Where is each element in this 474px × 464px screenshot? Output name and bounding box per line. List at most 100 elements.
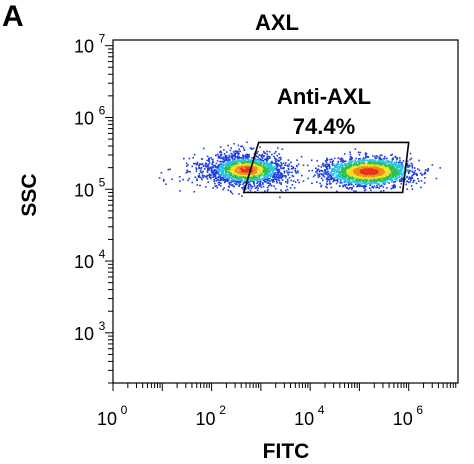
density-dot [343,168,346,170]
density-dot [361,165,363,167]
density-dot [349,160,352,163]
density-dot [268,156,271,158]
density-dot [410,162,413,165]
density-dot [358,174,360,177]
density-dot [249,159,252,162]
density-dot [283,175,286,177]
density-dot [240,180,242,183]
density-dot [217,157,220,159]
density-dot [237,153,239,155]
density-dot [347,169,349,172]
density-dot [353,168,355,170]
density-dot [351,163,353,166]
density-dot [386,170,389,173]
density-dot [397,166,399,168]
density-dot [337,180,339,183]
density-dot [406,176,408,179]
density-dot [393,170,395,173]
density-dot [247,186,250,188]
density-dot [220,178,222,181]
density-dot [358,179,361,181]
density-dot [382,181,384,184]
density-dot [237,155,240,158]
density-dot [230,176,232,179]
density-dot [202,176,204,179]
density-dot [362,171,365,174]
density-dot [250,160,252,163]
density-dot [233,155,235,157]
density-dot [263,162,266,164]
density-dot [326,168,329,171]
density-dot [226,161,229,164]
density-dot [354,183,357,185]
density-dot [220,169,223,171]
density-dot [353,180,356,182]
density-dot [286,178,289,181]
density-dot [378,187,380,189]
density-dot [220,160,222,163]
density-dot [369,187,371,189]
density-dot [230,152,233,155]
density-dot [243,186,245,189]
density-dot [345,183,347,186]
density-dot [252,175,255,177]
density-dot [198,165,201,167]
density-dot [241,178,243,181]
density-dot [275,165,278,167]
density-dot [286,164,289,167]
density-dot [218,174,220,176]
density-dot [379,177,382,180]
density-dot [256,185,259,187]
density-dot [281,179,284,181]
density-dot [266,166,269,168]
density-dot [204,164,207,166]
density-dot [414,170,416,172]
density-dot [219,146,222,148]
density-dot [267,168,269,170]
density-dot [382,182,385,185]
density-dot [271,170,274,172]
density-dot [252,147,255,150]
density-dot [270,172,273,175]
density-dot [255,163,258,166]
density-dot [235,164,238,167]
density-dot [251,176,254,178]
density-dot [371,186,373,189]
density-dot [249,165,251,168]
density-dot [279,165,281,167]
density-dot [253,159,256,161]
density-dot [214,173,216,175]
density-dot [255,174,257,176]
density-dot [326,173,328,176]
density-dot [239,178,241,181]
density-dot [266,172,268,174]
density-dot [377,169,380,171]
density-dot [399,164,401,166]
density-dot [391,173,394,175]
density-dot [367,163,370,166]
density-dot [185,162,188,165]
density-dot [398,169,400,172]
density-dot [200,168,202,170]
density-dot [339,173,341,176]
density-dot [259,185,261,188]
density-dot [274,162,276,165]
density-dot [259,146,261,148]
density-dot [326,180,328,183]
density-dot [247,164,249,166]
density-dot [225,172,227,174]
density-dot [230,176,233,179]
density-dot [351,176,354,178]
density-dot [229,158,231,160]
density-dot [365,155,367,158]
density-dot [262,182,264,184]
density-dot [285,189,287,192]
density-dot [194,162,196,165]
density-dot [282,162,285,164]
density-dot [244,169,246,172]
density-dot [219,167,221,170]
density-dot [375,176,377,179]
density-dot [242,157,245,160]
density-dot [279,171,281,174]
density-dot [220,154,222,157]
